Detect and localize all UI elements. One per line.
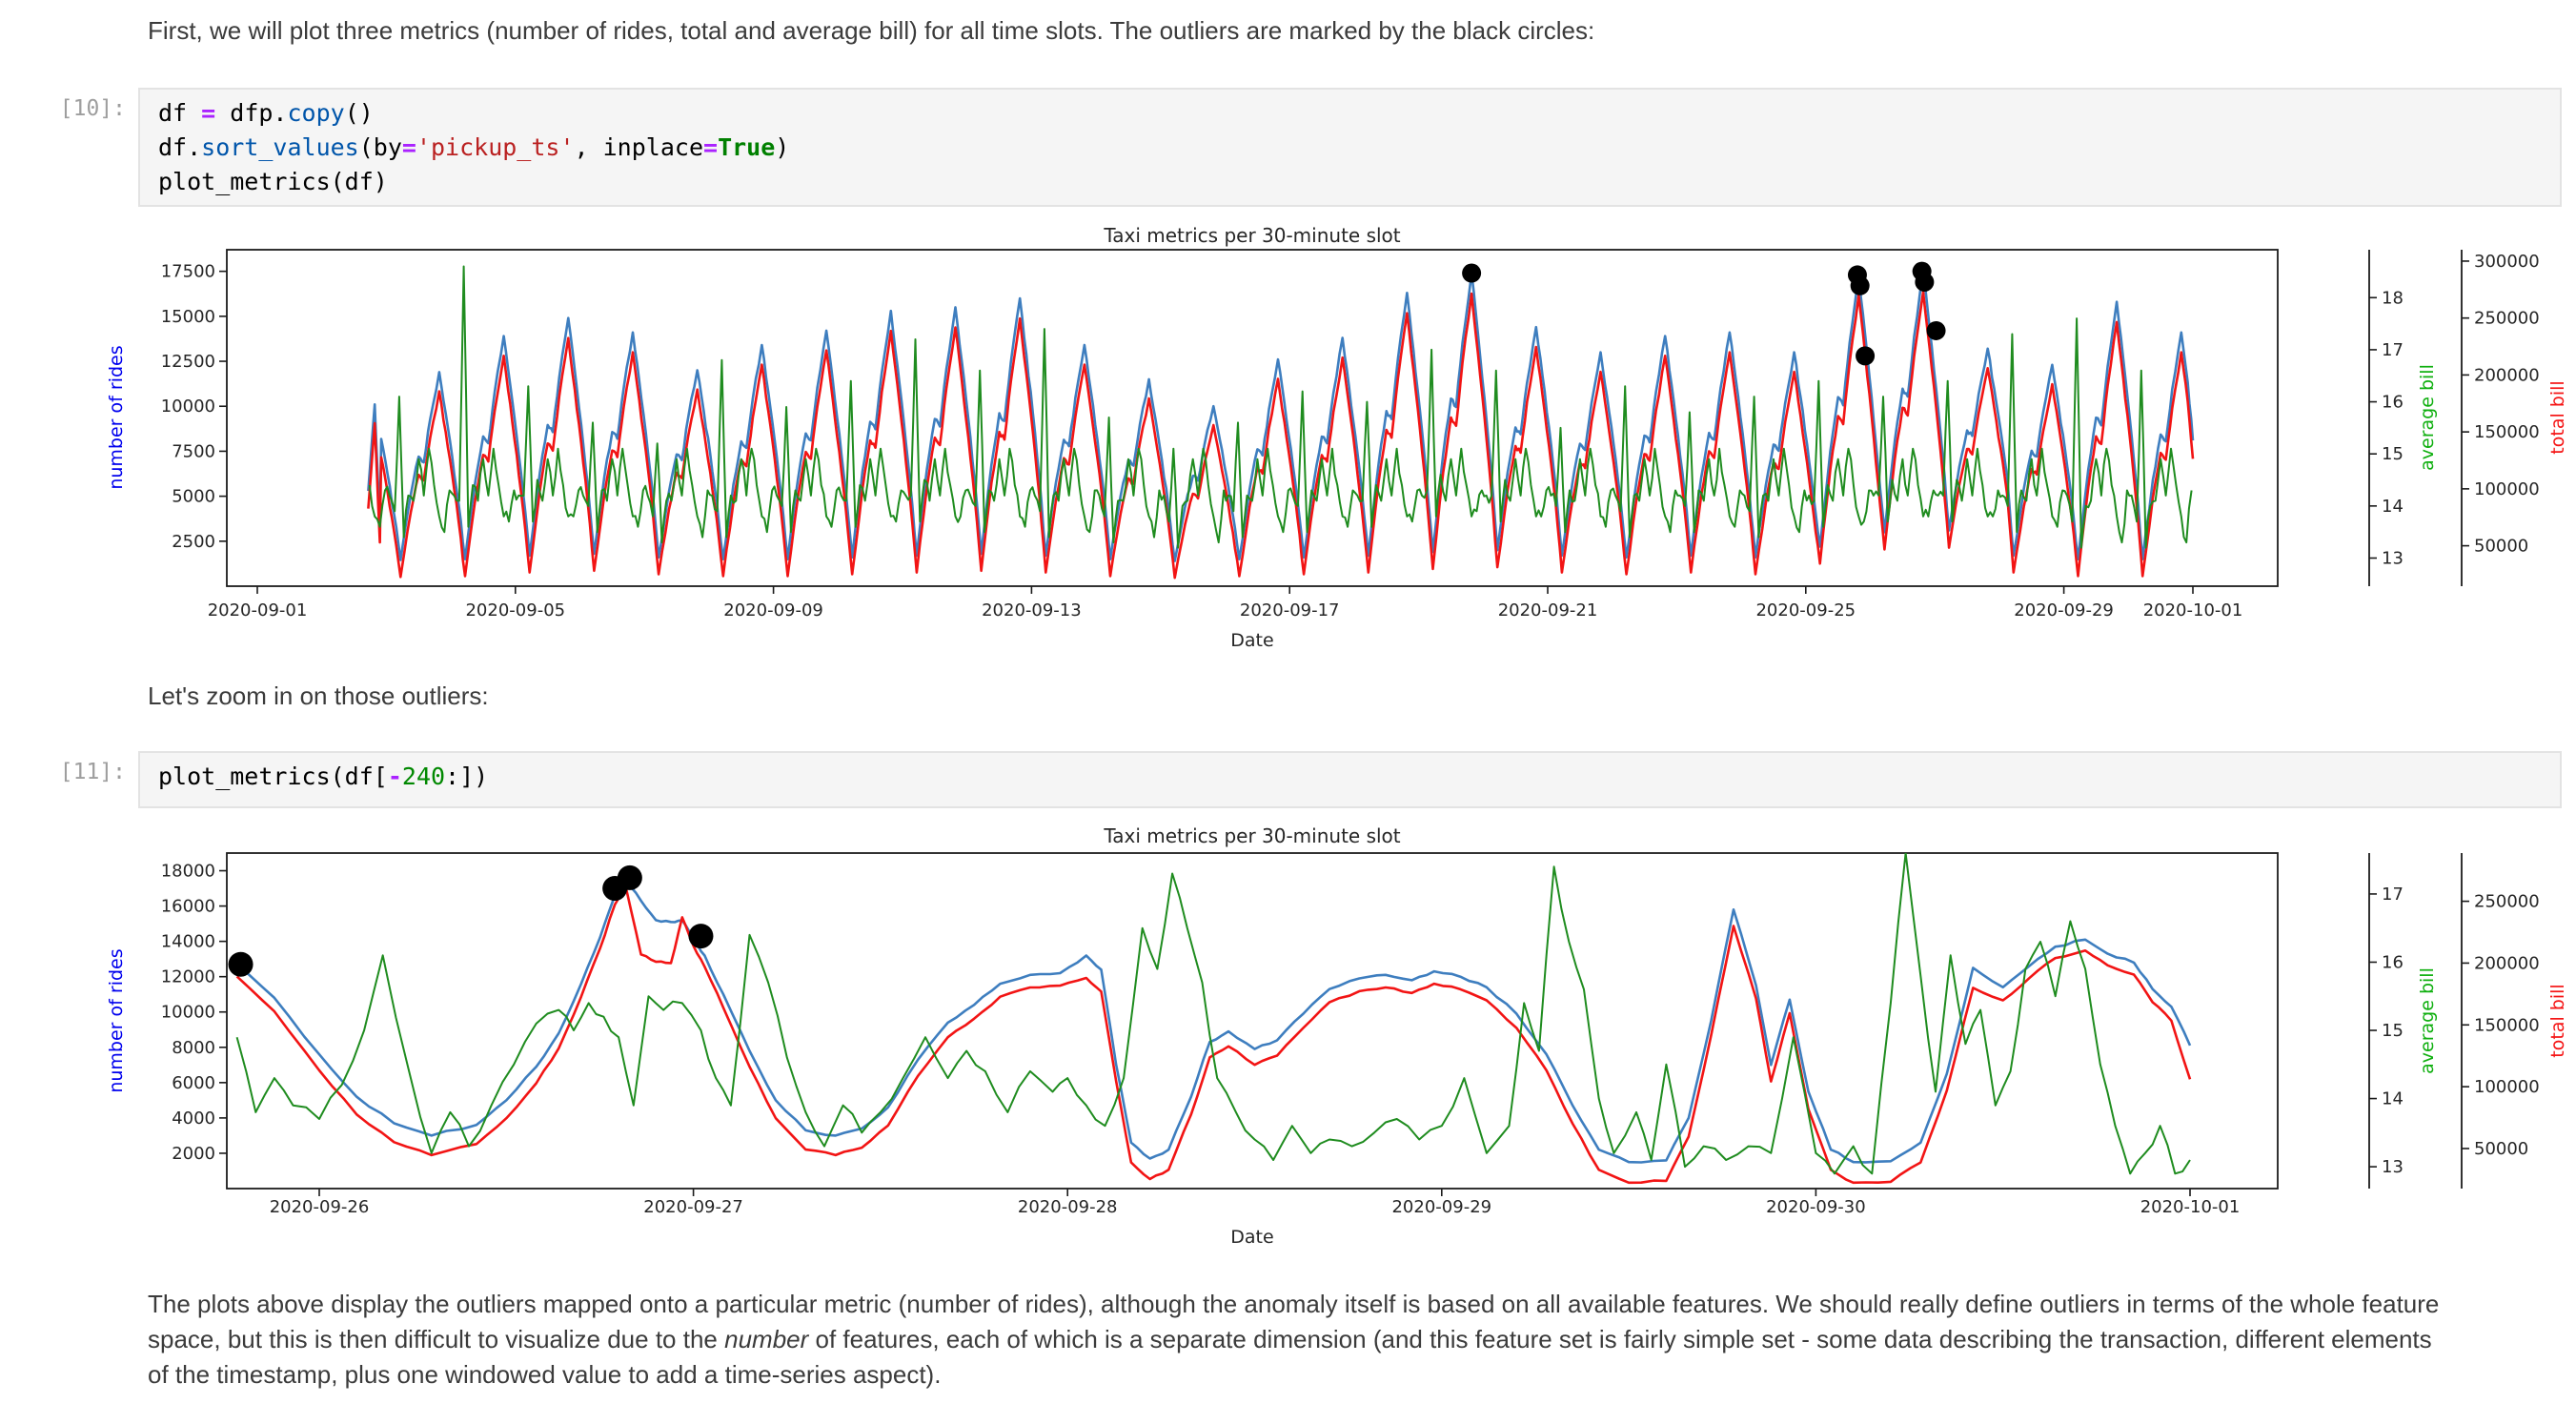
svg-text:17: 17 bbox=[2382, 885, 2404, 905]
svg-text:average bill: average bill bbox=[2417, 967, 2438, 1074]
svg-text:2020-09-30: 2020-09-30 bbox=[1766, 1197, 1866, 1217]
svg-text:300000: 300000 bbox=[2474, 252, 2540, 272]
code-editor-10[interactable]: df = dfp.copy() df.sort_values(by='pickup… bbox=[140, 90, 2560, 199]
svg-text:16000: 16000 bbox=[161, 897, 215, 917]
chart-taxi-metrics-full-month: Taxi metrics per 30-minute slot Date 2500 5… bbox=[106, 224, 2568, 651]
svg-text:250000: 250000 bbox=[2474, 892, 2540, 912]
svg-text:2020-09-05: 2020-09-05 bbox=[465, 600, 565, 620]
svg-text:2500: 2500 bbox=[172, 532, 215, 552]
svg-text:15000: 15000 bbox=[161, 307, 215, 327]
code-cell-10[interactable]: df = dfp.copy() df.sort_values(by='pickup… bbox=[138, 88, 2562, 207]
code-line: df.sort_values(by='pickup_ts', inplace=T… bbox=[158, 133, 790, 161]
svg-text:13: 13 bbox=[2382, 548, 2404, 568]
svg-text:5000: 5000 bbox=[172, 487, 215, 507]
svg-text:2020-09-25: 2020-09-25 bbox=[1755, 600, 1856, 620]
svg-text:17500: 17500 bbox=[161, 262, 215, 282]
svg-text:8000: 8000 bbox=[172, 1038, 215, 1058]
svg-text:18: 18 bbox=[2382, 288, 2404, 308]
svg-text:14: 14 bbox=[2382, 1089, 2404, 1109]
markdown-intro-text: First, we will plot three metrics (numbe… bbox=[148, 16, 1595, 45]
svg-text:2020-09-09: 2020-09-09 bbox=[723, 600, 823, 620]
svg-text:Date: Date bbox=[1230, 630, 1273, 651]
svg-text:2020-09-17: 2020-09-17 bbox=[1240, 600, 1340, 620]
svg-text:12500: 12500 bbox=[161, 352, 215, 372]
svg-text:total bill: total bill bbox=[2547, 984, 2568, 1057]
svg-text:2020-09-26: 2020-09-26 bbox=[270, 1197, 370, 1217]
svg-text:7500: 7500 bbox=[172, 441, 215, 461]
svg-text:Taxi metrics per 30-minute slo: Taxi metrics per 30-minute slot bbox=[1103, 224, 1400, 247]
svg-text:average bill: average bill bbox=[2417, 364, 2438, 471]
svg-text:2020-09-13: 2020-09-13 bbox=[982, 600, 1082, 620]
svg-text:200000: 200000 bbox=[2474, 365, 2540, 385]
svg-text:17: 17 bbox=[2382, 340, 2404, 360]
svg-text:15: 15 bbox=[2382, 444, 2404, 464]
svg-text:Date: Date bbox=[1230, 1227, 1273, 1248]
svg-text:50000: 50000 bbox=[2474, 1139, 2528, 1159]
code-cell-11[interactable]: plot_metrics(df[-240:]) bbox=[138, 751, 2562, 808]
outro-after: of features, each of which is a separate… bbox=[148, 1325, 2432, 1389]
svg-text:2000: 2000 bbox=[172, 1144, 215, 1164]
execution-count-11: [11]: bbox=[59, 760, 126, 784]
execution-count-10: [10]: bbox=[59, 96, 126, 121]
code-editor-11[interactable]: plot_metrics(df[-240:]) bbox=[140, 753, 2560, 794]
svg-text:14000: 14000 bbox=[161, 932, 215, 952]
svg-text:2020-09-28: 2020-09-28 bbox=[1018, 1197, 1118, 1217]
code-line: plot_metrics(df[-240:]) bbox=[158, 763, 489, 790]
svg-text:18000: 18000 bbox=[161, 862, 215, 882]
svg-text:200000: 200000 bbox=[2474, 953, 2540, 973]
svg-text:2020-09-01: 2020-09-01 bbox=[208, 600, 308, 620]
svg-text:12000: 12000 bbox=[161, 967, 215, 987]
svg-text:Taxi metrics per 30-minute slo: Taxi metrics per 30-minute slot bbox=[1103, 824, 1400, 847]
svg-text:100000: 100000 bbox=[2474, 1077, 2540, 1097]
svg-text:50000: 50000 bbox=[2474, 537, 2528, 557]
svg-text:2020-09-21: 2020-09-21 bbox=[1498, 600, 1598, 620]
svg-text:16: 16 bbox=[2382, 952, 2404, 972]
svg-text:10000: 10000 bbox=[161, 397, 215, 417]
code-line: df = dfp.copy() bbox=[158, 99, 374, 127]
svg-text:2020-10-01: 2020-10-01 bbox=[2143, 600, 2243, 620]
markdown-zoom-text: Let's zoom in on those outliers: bbox=[148, 681, 489, 710]
outro-before: The plots above display the outliers map… bbox=[148, 1290, 2440, 1353]
code-line: plot_metrics(df) bbox=[158, 168, 388, 195]
svg-text:2020-09-29: 2020-09-29 bbox=[2014, 600, 2114, 620]
svg-text:4000: 4000 bbox=[172, 1109, 215, 1129]
svg-text:6000: 6000 bbox=[172, 1073, 215, 1093]
svg-text:10000: 10000 bbox=[161, 1003, 215, 1023]
svg-text:15: 15 bbox=[2382, 1021, 2404, 1041]
svg-text:2020-09-29: 2020-09-29 bbox=[1391, 1197, 1491, 1217]
svg-text:150000: 150000 bbox=[2474, 1015, 2540, 1035]
svg-text:number of rides: number of rides bbox=[106, 948, 127, 1092]
svg-text:16: 16 bbox=[2382, 393, 2404, 413]
markdown-outro-text: The plots above display the outliers map… bbox=[148, 1287, 2454, 1393]
svg-text:150000: 150000 bbox=[2474, 422, 2540, 442]
svg-text:14: 14 bbox=[2382, 497, 2404, 517]
svg-text:13: 13 bbox=[2382, 1157, 2404, 1177]
svg-text:total bill: total bill bbox=[2547, 380, 2568, 454]
outro-italic-word: number bbox=[724, 1325, 809, 1353]
svg-text:2020-10-01: 2020-10-01 bbox=[2140, 1197, 2241, 1217]
svg-text:100000: 100000 bbox=[2474, 479, 2540, 499]
svg-text:2020-09-27: 2020-09-27 bbox=[643, 1197, 743, 1217]
svg-text:number of rides: number of rides bbox=[106, 345, 127, 489]
svg-text:250000: 250000 bbox=[2474, 309, 2540, 329]
chart-taxi-metrics-zoomed: Taxi metrics per 30-minute slot Date 2000 4… bbox=[106, 824, 2568, 1248]
